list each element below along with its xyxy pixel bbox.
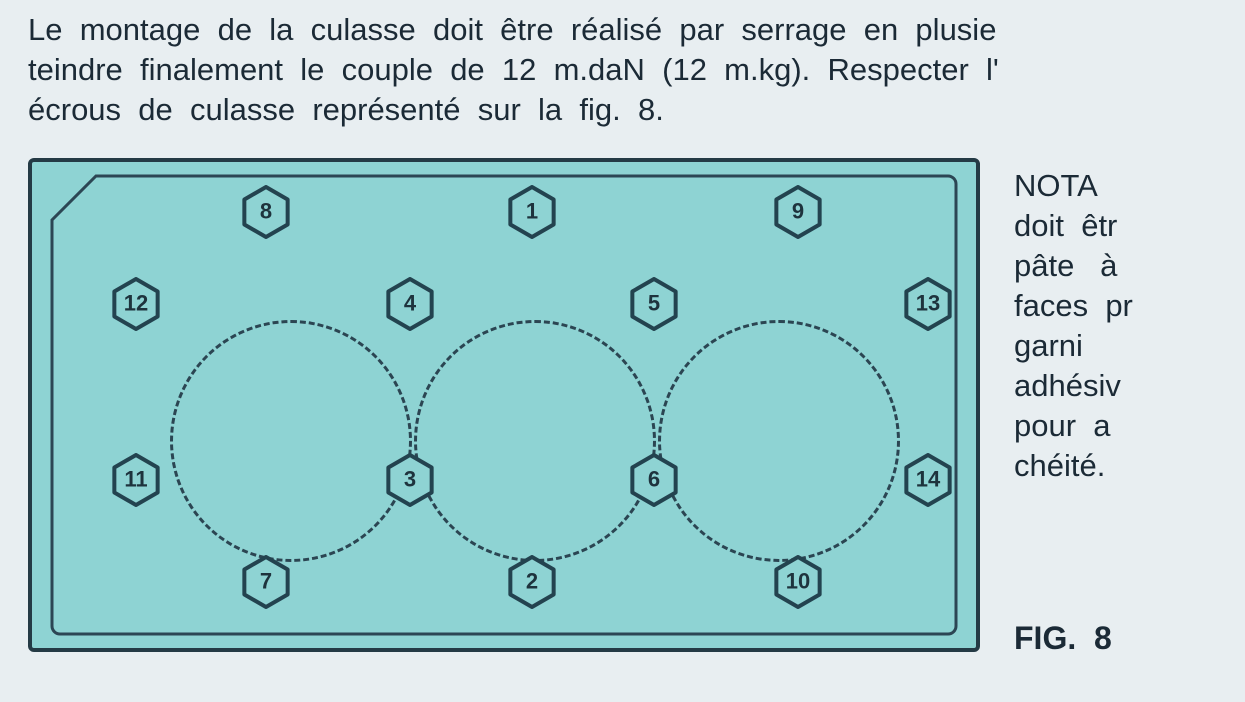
nut-label-4: 4 <box>404 290 416 316</box>
right-text-2: pâte à <box>1014 248 1117 284</box>
paragraph-line-2: teindre finalement le couple de 12 m.daN… <box>28 52 999 88</box>
nut-label-10: 10 <box>786 568 810 594</box>
nut-label-1: 1 <box>526 198 538 224</box>
paragraph-line-1: Le montage de la culasse doit être réali… <box>28 12 996 48</box>
nut-label-8: 8 <box>260 198 272 224</box>
torque-sequence-diagram: 8 1 9 12 4 5 13 11 3 6 14 7 2 10 <box>28 158 980 652</box>
nut-label-7: 7 <box>260 568 272 594</box>
right-text-7: chéité. <box>1014 448 1105 484</box>
right-text-6: pour a <box>1014 408 1111 444</box>
nut-label-2: 2 <box>526 568 538 594</box>
nut-13: 13 <box>901 277 955 331</box>
nut-12: 12 <box>109 277 163 331</box>
nut-11: 11 <box>109 453 163 507</box>
nut-3: 3 <box>383 453 437 507</box>
nut-label-3: 3 <box>404 466 416 492</box>
nut-8: 8 <box>239 185 293 239</box>
paragraph-line-3: écrous de culasse représenté sur la fig.… <box>28 92 664 128</box>
nut-10: 10 <box>771 555 825 609</box>
page: Le montage de la culasse doit être réali… <box>0 0 1245 702</box>
nut-14: 14 <box>901 453 955 507</box>
right-text-4: garni <box>1014 328 1109 364</box>
nut-label-9: 9 <box>792 198 804 224</box>
nut-4: 4 <box>383 277 437 331</box>
nut-6: 6 <box>627 453 681 507</box>
figure-label: FIG. 8 <box>1014 620 1112 657</box>
nut-label-13: 13 <box>916 290 940 316</box>
nut-label-5: 5 <box>648 290 660 316</box>
nut-label-12: 12 <box>124 290 148 316</box>
cylinder-2 <box>414 320 656 562</box>
right-text-1: doit êtr <box>1014 208 1117 244</box>
nut-label-14: 14 <box>916 466 940 492</box>
right-text-3: faces pr <box>1014 288 1133 324</box>
nut-label-6: 6 <box>648 466 660 492</box>
nut-1: 1 <box>505 185 559 239</box>
cylinder-3 <box>658 320 900 562</box>
nut-2: 2 <box>505 555 559 609</box>
cylinder-1 <box>170 320 412 562</box>
nota-heading: NOTA <box>1014 168 1098 204</box>
nut-5: 5 <box>627 277 681 331</box>
nut-label-11: 11 <box>124 466 147 492</box>
nut-9: 9 <box>771 185 825 239</box>
nut-7: 7 <box>239 555 293 609</box>
right-text-5: adhésiv <box>1014 368 1121 404</box>
